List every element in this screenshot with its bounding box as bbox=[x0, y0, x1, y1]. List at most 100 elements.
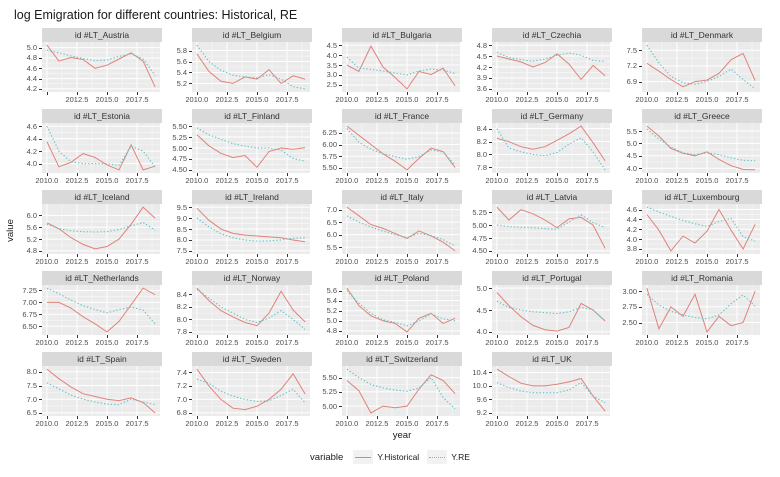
x-tick-mark bbox=[526, 416, 528, 419]
x-tick-label: 2012.5 bbox=[515, 338, 539, 347]
y-axis: 9.5 9.0 8.5 8.0 7.5 bbox=[166, 203, 192, 255]
facet-title: id #LT_UK bbox=[532, 354, 572, 364]
x-tick-label: 2012.5 bbox=[365, 419, 389, 428]
y-tick-label: 3.6 bbox=[476, 84, 487, 94]
facet-strip: id #LT_UK bbox=[492, 352, 612, 366]
x-tick-mark bbox=[137, 416, 139, 419]
x-tick-label: 2015.0 bbox=[95, 419, 119, 428]
x-tick-label: 2017.5 bbox=[125, 176, 149, 185]
line-historical bbox=[346, 287, 456, 333]
line-historical bbox=[46, 206, 156, 250]
x-tick-mark bbox=[437, 335, 439, 338]
y-tick-label: 7.8 bbox=[176, 327, 187, 337]
line-re bbox=[346, 368, 456, 410]
x-tick-label: 2017.5 bbox=[575, 338, 599, 347]
y-tick-mark bbox=[339, 310, 342, 312]
y-tick-label: 5.00 bbox=[472, 220, 487, 230]
x-tick-label: 2010.0 bbox=[635, 176, 659, 185]
line-historical bbox=[196, 134, 306, 169]
y-tick-label: 7.25 bbox=[22, 285, 37, 295]
y-tick-mark bbox=[489, 399, 492, 401]
facet-panel: id #LT_Greece 5.5 5.0 4.5 4.0 2010.0 2012.5 2… bbox=[616, 109, 762, 185]
y-tick-label: 5.8 bbox=[176, 46, 187, 56]
y-tick-mark bbox=[639, 322, 642, 324]
x-axis: 2010.0 2012.5 2015.0 2017.5 bbox=[185, 416, 312, 428]
y-tick-mark bbox=[339, 144, 342, 146]
x-tick-mark bbox=[676, 254, 678, 257]
x-tick-label: 2010.0 bbox=[485, 338, 509, 347]
x-tick-label: 2017.5 bbox=[725, 257, 749, 266]
x-tick-label: 2015.0 bbox=[95, 257, 119, 266]
y-axis: 7.4 7.2 7.0 6.8 bbox=[166, 366, 192, 417]
plot-area bbox=[342, 123, 460, 173]
facet-panel: id #LT_Portugal 5.0 4.5 4.0 2010.0 2012.5 20… bbox=[466, 271, 612, 347]
plot-area bbox=[192, 42, 310, 92]
y-tick-label: 4.0 bbox=[626, 234, 637, 244]
line-historical bbox=[346, 374, 456, 414]
y-tick-label: 9.6 bbox=[476, 394, 487, 404]
y-tick-label: 5.0 bbox=[626, 138, 637, 148]
x-tick-mark bbox=[557, 416, 558, 419]
line-re bbox=[46, 49, 156, 76]
y-tick-label: 4.0 bbox=[476, 327, 487, 337]
x-tick-label: 2012.5 bbox=[215, 419, 239, 428]
x-tick-mark bbox=[257, 335, 258, 338]
x-tick-mark bbox=[46, 335, 48, 338]
y-tick-mark bbox=[39, 151, 42, 153]
y-tick-label: 5.25 bbox=[172, 132, 187, 142]
y-tick-label: 7.0 bbox=[26, 394, 37, 404]
x-tick-mark bbox=[376, 173, 378, 176]
y-tick-mark bbox=[489, 412, 492, 414]
y-axis: 7.0 6.5 6.0 5.5 bbox=[316, 204, 342, 254]
legend-label-historical: Y.Historical bbox=[377, 452, 420, 462]
line-re bbox=[346, 215, 456, 247]
x-tick-label: 2015.0 bbox=[395, 338, 419, 347]
line-historical bbox=[496, 292, 606, 332]
facet-title: id #LT_Romania bbox=[671, 273, 733, 283]
x-tick-label: 2015.0 bbox=[695, 95, 719, 104]
x-tick-label: 2012.5 bbox=[665, 338, 689, 347]
facet-title: id #LT_Czechia bbox=[522, 30, 582, 40]
line-historical bbox=[196, 53, 306, 85]
y-tick-mark bbox=[639, 209, 642, 211]
x-tick-label: 2012.5 bbox=[365, 257, 389, 266]
x-tick-label: 2012.5 bbox=[215, 257, 239, 266]
facet-panel: id #LT_Netherlands 7.25 7.00 6.75 6.50 2010… bbox=[16, 271, 162, 347]
x-tick-mark bbox=[587, 92, 589, 95]
plot-area bbox=[492, 42, 610, 92]
x-tick-mark bbox=[346, 92, 348, 95]
x-tick-label: 2012.5 bbox=[65, 176, 89, 185]
x-tick-label: 2017.5 bbox=[575, 419, 599, 428]
plot-area bbox=[192, 204, 310, 254]
plot-area bbox=[492, 285, 610, 335]
x-tick-label: 2010.0 bbox=[635, 95, 659, 104]
facet-strip: id #LT_Switzerland bbox=[342, 352, 462, 366]
x-tick-mark bbox=[76, 173, 78, 176]
y-tick-label: 7.4 bbox=[176, 367, 187, 377]
line-re bbox=[46, 221, 156, 233]
x-tick-label: 2017.5 bbox=[425, 257, 449, 266]
plot-area bbox=[42, 42, 160, 92]
y-tick-mark bbox=[189, 137, 192, 139]
x-tick-mark bbox=[587, 173, 589, 176]
x-tick-mark bbox=[557, 254, 558, 257]
plot-area bbox=[642, 123, 760, 173]
y-tick-label: 3.0 bbox=[326, 70, 337, 80]
x-tick-label: 2015.0 bbox=[245, 95, 269, 104]
plot-area bbox=[642, 204, 760, 254]
y-axis: 8.4 8.2 8.0 7.8 bbox=[466, 123, 492, 173]
facet-panel: id #LT_Germany 8.4 8.2 8.0 7.8 2010.0 2012.5… bbox=[466, 109, 612, 185]
line-re bbox=[646, 293, 756, 320]
y-tick-mark bbox=[339, 167, 342, 169]
x-tick-label: 2015.0 bbox=[695, 338, 719, 347]
legend-label-re: Y.RE bbox=[451, 452, 470, 462]
line-re bbox=[46, 287, 156, 325]
x-tick-label: 2010.0 bbox=[185, 176, 209, 185]
x-tick-label: 2015.0 bbox=[545, 95, 569, 104]
y-tick-label: 5.6 bbox=[176, 57, 187, 67]
facet-strip: id #LT_Czechia bbox=[492, 28, 612, 42]
y-tick-mark bbox=[39, 250, 42, 252]
y-tick-label: 4.6 bbox=[26, 63, 37, 73]
x-tick-mark bbox=[557, 92, 558, 95]
x-tick-label: 2017.5 bbox=[275, 176, 299, 185]
